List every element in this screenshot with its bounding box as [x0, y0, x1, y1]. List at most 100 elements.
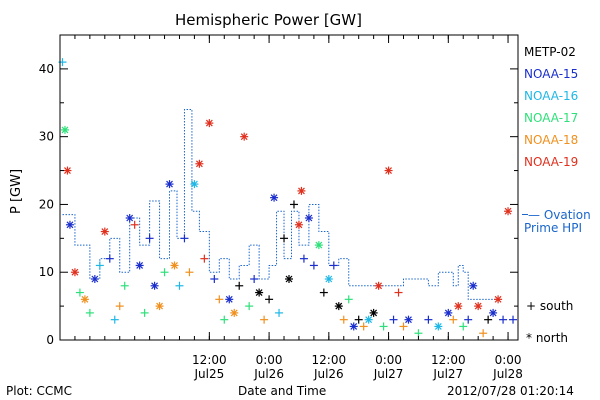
- data-point-noaa-15-south: [509, 315, 518, 324]
- y-tick-label: 40: [39, 62, 54, 76]
- data-point-noaa-16-south: [95, 261, 104, 270]
- data-point-noaa-15-north: [489, 308, 498, 317]
- x-tick-label-time: 0:00: [495, 353, 522, 367]
- x-axis-label: Date and Time: [238, 384, 327, 398]
- timestamp: 2012/07/28 01:20:14: [447, 384, 574, 398]
- plot-frame: [59, 34, 519, 341]
- y-axis-label: P [GW]: [9, 168, 25, 215]
- data-point-noaa-19-north: [454, 302, 463, 311]
- data-point-noaa-15-north: [404, 315, 413, 324]
- data-point-noaa-15-south: [309, 261, 318, 270]
- data-point-metp-02-south: [319, 288, 328, 297]
- data-point-noaa-19-south: [130, 220, 139, 229]
- data-point-noaa-15-north: [165, 180, 174, 189]
- x-tick-label-date: Jul27: [373, 367, 404, 381]
- data-point-noaa-19-north: [294, 220, 303, 229]
- legend-south-marker: + south: [526, 299, 574, 313]
- data-point-noaa-17-south: [245, 302, 254, 311]
- data-point-noaa-15-south: [499, 315, 508, 324]
- data-point-noaa-15-north: [150, 281, 159, 290]
- data-point-metp-02-north: [369, 308, 378, 317]
- data-point-metp-02-south: [484, 315, 493, 324]
- data-point-noaa-17-south: [75, 288, 84, 297]
- y-tick-label: 20: [39, 197, 54, 211]
- x-tick-label-date: Jul26: [253, 367, 284, 381]
- data-point-noaa-17-north: [314, 241, 323, 250]
- data-point-noaa-15-south: [389, 315, 398, 324]
- data-point-noaa-15-north: [90, 275, 99, 283]
- data-point-metp-02-south: [235, 281, 244, 290]
- legend-ovation-line1: — Ovation: [528, 208, 591, 222]
- data-point-noaa-17-south: [140, 308, 149, 317]
- data-point-noaa-19-north: [374, 281, 383, 290]
- y-tick-label: 0: [46, 333, 54, 347]
- data-point-noaa-19-south: [200, 254, 209, 263]
- data-point-noaa-19-north: [474, 302, 483, 311]
- data-point-noaa-17-south: [414, 329, 423, 338]
- data-point-noaa-16-south: [110, 315, 119, 324]
- x-tick-label-time: 0:00: [375, 353, 402, 367]
- x-tick-label-date: Jul28: [492, 367, 523, 381]
- data-point-noaa-18-north: [230, 308, 239, 317]
- data-point-noaa-15-north: [125, 214, 134, 222]
- y-tick-label: 10: [39, 265, 54, 279]
- data-point-noaa-17-south: [120, 281, 129, 290]
- data-point-noaa-15-south: [424, 315, 433, 324]
- data-point-metp-02-south: [280, 234, 289, 243]
- data-point-noaa-16-north: [364, 315, 373, 324]
- data-point-noaa-15-south: [105, 254, 114, 263]
- legend-item-noaa-19: NOAA-19: [524, 155, 579, 169]
- data-point-noaa-17-north: [60, 125, 69, 134]
- data-point-noaa-17-south: [459, 322, 468, 331]
- data-point-noaa-19-north: [240, 132, 249, 141]
- x-tick-label-time: 12:00: [312, 353, 347, 367]
- data-point-noaa-18-south: [339, 315, 348, 324]
- data-point-noaa-16-north: [434, 322, 443, 331]
- data-point-noaa-19-north: [504, 207, 513, 216]
- data-point-noaa-18-south: [185, 268, 194, 277]
- data-point-noaa-17-south: [85, 308, 94, 317]
- data-point-noaa-17-south: [160, 268, 169, 277]
- data-point-metp-02-north: [255, 288, 264, 297]
- x-tick-label-date: Jul25: [193, 367, 224, 381]
- data-point-noaa-19-north: [63, 166, 72, 175]
- data-point-noaa-15-south: [210, 275, 219, 283]
- data-point-noaa-19-north: [100, 227, 109, 236]
- data-point-noaa-17-south: [220, 315, 229, 324]
- data-point-noaa-19-south: [394, 288, 403, 297]
- data-point-noaa-18-south: [260, 315, 269, 324]
- legend-item-noaa-18: NOAA-18: [524, 133, 579, 147]
- data-point-noaa-16-north: [190, 180, 199, 189]
- data-point-noaa-18-south: [115, 302, 124, 311]
- x-tick-label-time: 12:00: [431, 353, 466, 367]
- x-tick-label-date: Jul27: [432, 367, 463, 381]
- data-point-noaa-19-north: [494, 295, 503, 304]
- data-point-noaa-16-south: [175, 281, 184, 290]
- x-tick-label-date: Jul26: [313, 367, 344, 381]
- data-point-metp-02-north: [334, 302, 343, 311]
- data-point-noaa-15-south: [464, 315, 473, 324]
- data-point-noaa-19-north: [384, 166, 393, 175]
- data-point-noaa-18-south: [449, 315, 458, 324]
- data-point-noaa-15-north: [469, 281, 478, 290]
- legend-item-metp-02: METP-02: [524, 45, 576, 59]
- data-point-noaa-19-north: [70, 268, 79, 277]
- legend-ovation-line2: Prime HPI: [524, 221, 582, 235]
- data-point-noaa-15-north: [304, 214, 313, 222]
- data-point-noaa-16-north: [324, 275, 333, 283]
- ovation-hpi-line: [62, 109, 499, 300]
- data-point-noaa-18-north: [155, 302, 164, 311]
- data-point-noaa-15-north: [349, 322, 358, 331]
- data-point-noaa-17-south: [344, 295, 353, 304]
- legend-north-marker: * north: [526, 331, 569, 345]
- data-point-noaa-15-north: [135, 261, 144, 270]
- data-point-noaa-15-south: [145, 234, 154, 243]
- data-point-noaa-18-north: [170, 261, 179, 270]
- data-point-noaa-15-north: [225, 295, 234, 304]
- data-point-noaa-15-south: [250, 275, 259, 283]
- data-point-noaa-15-north: [65, 220, 74, 229]
- legend-item-noaa-17: NOAA-17: [524, 111, 579, 125]
- x-tick-label-time: 0:00: [256, 353, 283, 367]
- data-point-noaa-18-south: [399, 322, 408, 331]
